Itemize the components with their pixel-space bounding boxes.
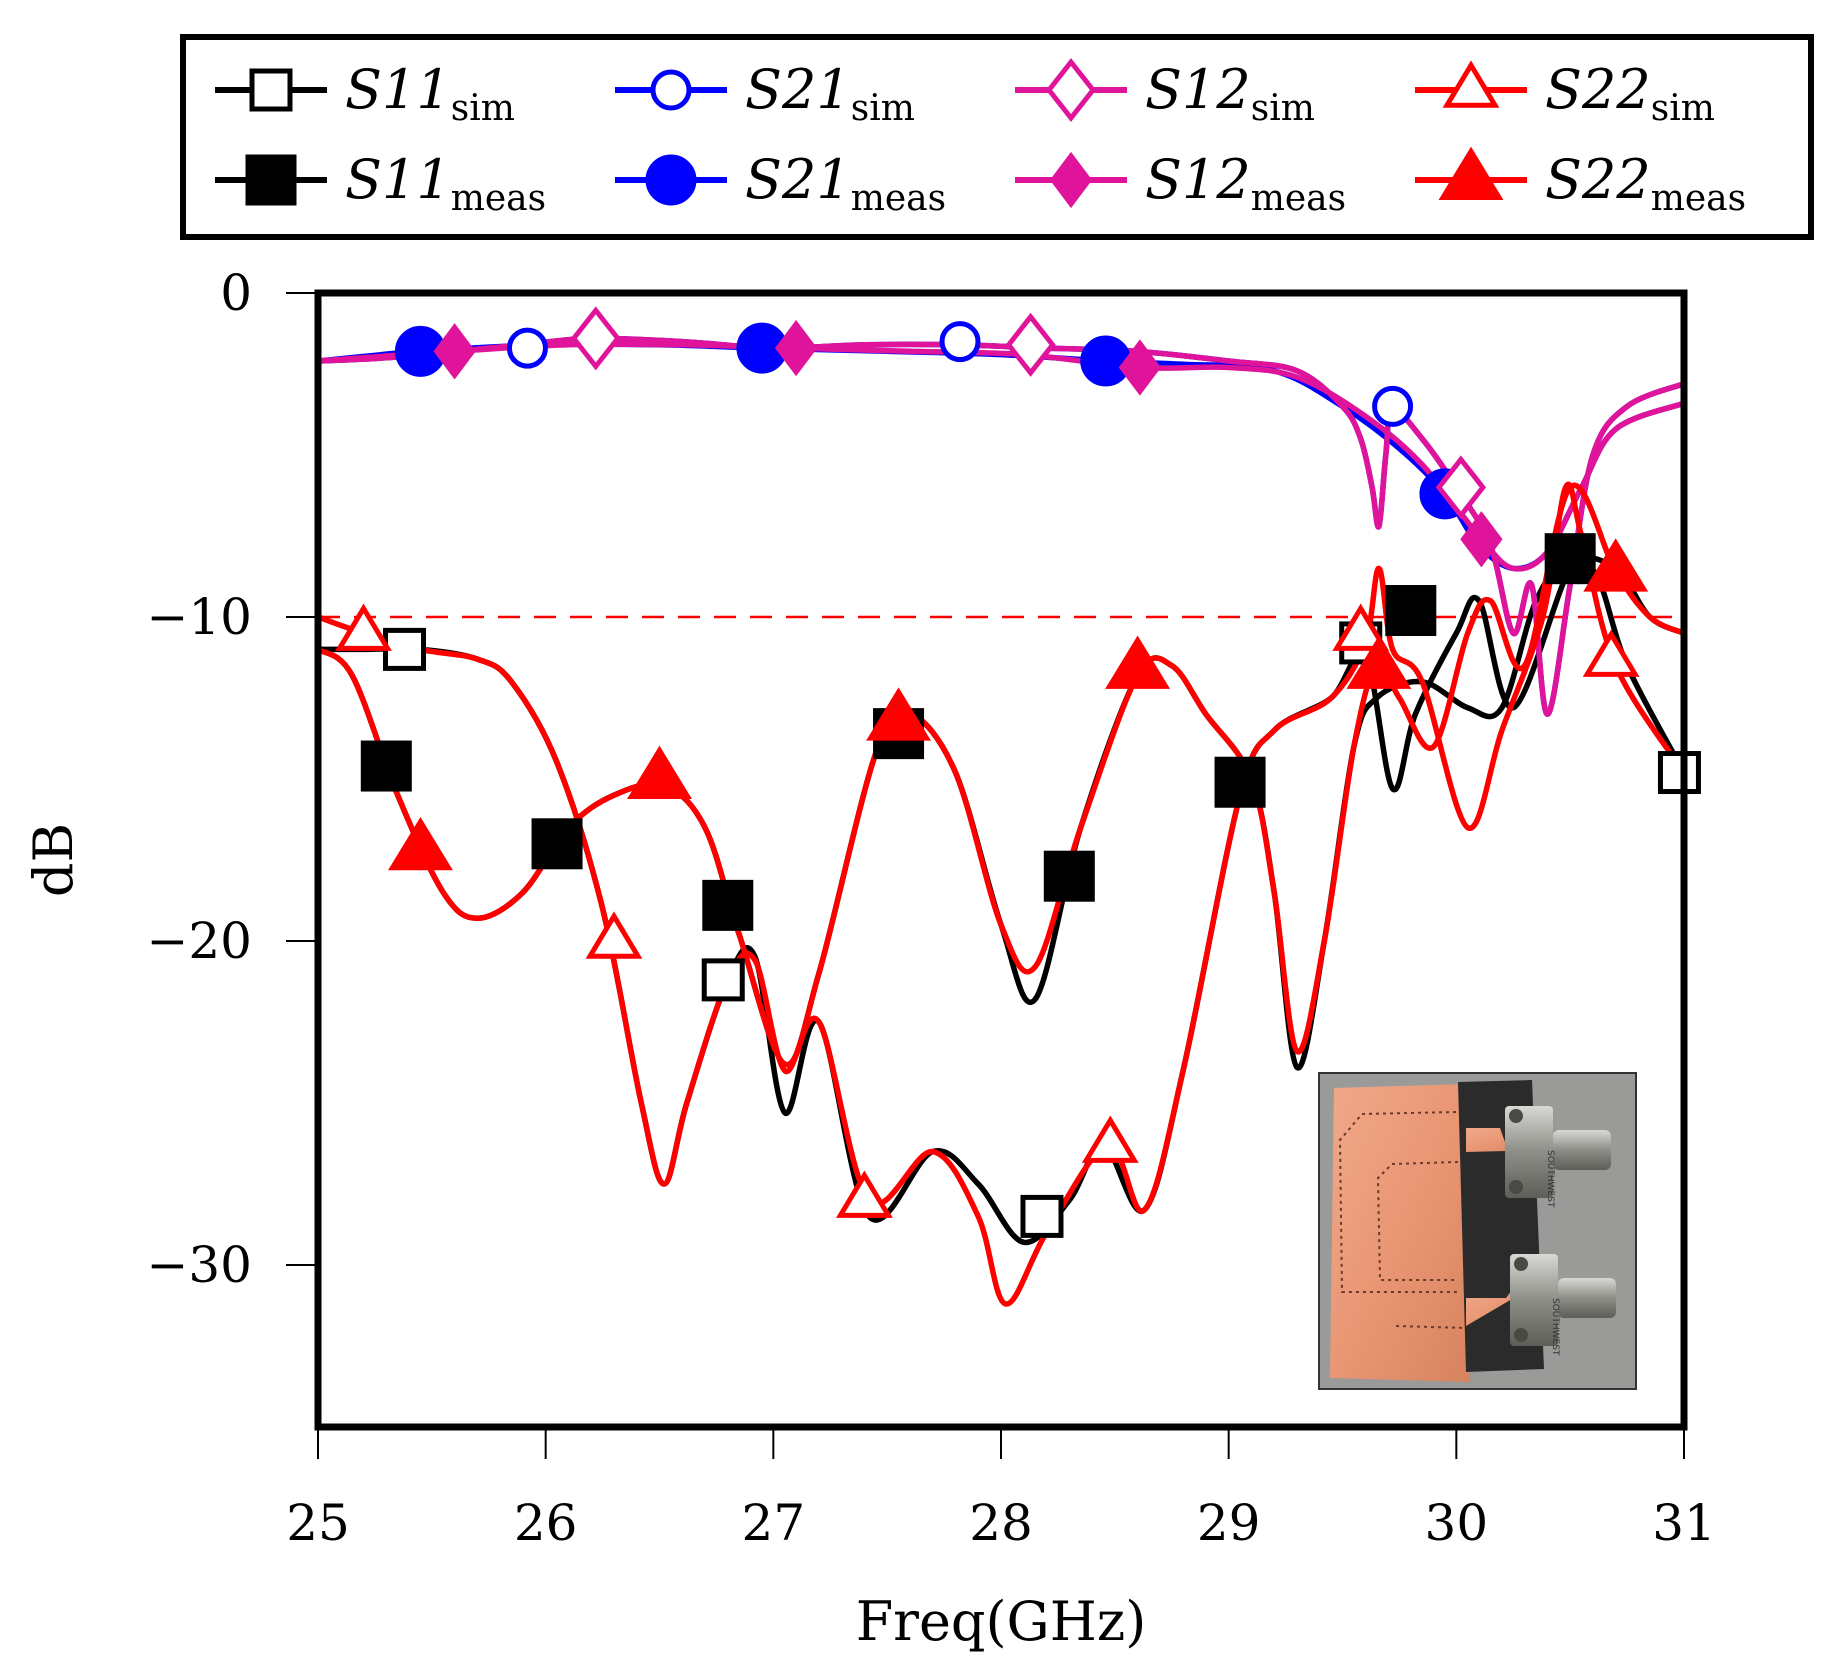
series-s12-sim-marker bbox=[570, 306, 621, 371]
y-axis-title: dB bbox=[22, 823, 85, 897]
series-s22-sim-marker bbox=[585, 911, 643, 959]
series-s22-meas-marker bbox=[1105, 635, 1171, 689]
legend-s22-meas-marker bbox=[1438, 146, 1504, 200]
legend-s22-meas-label: S22meas bbox=[1545, 148, 1746, 219]
series-s12-meas-marker bbox=[1118, 339, 1162, 396]
legend-s21-meas-label: S21meas bbox=[745, 148, 946, 219]
legend-s22-sim-sub: sim bbox=[1651, 88, 1715, 129]
series-s22-meas-marker bbox=[627, 745, 692, 799]
legend-s21-sim-label: S21sim bbox=[745, 58, 915, 129]
y-tick-label: −20 bbox=[146, 912, 252, 970]
series-s12-sim-line bbox=[318, 335, 1684, 717]
connector-bottom-screw-2 bbox=[1514, 1328, 1528, 1342]
series-s22-sim-marker bbox=[835, 1170, 893, 1218]
via-row-bottom bbox=[1395, 1325, 1467, 1329]
series-s11-sim-marker bbox=[701, 958, 745, 1002]
feed-line-bottom bbox=[1466, 1290, 1534, 1326]
connector-bottom-screw-1 bbox=[1514, 1257, 1528, 1271]
series-s11-meas-marker bbox=[1043, 850, 1095, 902]
legend-s22-sim-marker bbox=[1442, 60, 1500, 108]
via-row-inner bbox=[1376, 1161, 1459, 1281]
marker-layer bbox=[335, 306, 1701, 1238]
series-s11-meas-marker bbox=[702, 879, 754, 931]
series-s11-meas-marker bbox=[1214, 756, 1266, 808]
x-tick-label: 26 bbox=[514, 1494, 578, 1552]
legend-s11-meas-marker bbox=[245, 154, 297, 206]
series-s12-meas-marker bbox=[1460, 511, 1503, 568]
via-row-outer bbox=[1338, 1111, 1458, 1293]
series-s12-sim-marker bbox=[1435, 455, 1487, 520]
y-tick-label: −10 bbox=[146, 588, 252, 646]
legend-s21-sim-sub: sim bbox=[851, 88, 915, 129]
series-s22-sim-marker bbox=[1582, 629, 1640, 677]
series-s22-sim-marker bbox=[1332, 603, 1390, 651]
connector-top-body bbox=[1505, 1106, 1553, 1198]
plot-frame bbox=[314, 289, 1688, 1431]
connector-top-screw-2 bbox=[1509, 1180, 1523, 1194]
connector-brand-bottom: SOUTHWEST bbox=[1550, 1298, 1560, 1356]
series-s22-meas-marker bbox=[1583, 538, 1649, 592]
connector-top-barrel bbox=[1553, 1130, 1611, 1170]
series-s12-sim-marker bbox=[1005, 312, 1056, 377]
legend-s11-meas-sub: meas bbox=[451, 178, 546, 219]
series-s22-sim-marker bbox=[335, 603, 392, 651]
legend-s11-sim-label: S11sim bbox=[345, 58, 515, 129]
series-s21-sim-marker bbox=[506, 327, 548, 369]
x-tick-label: 29 bbox=[1197, 1494, 1261, 1552]
series-s11-meas-marker bbox=[1544, 533, 1596, 585]
x-tick-label: 28 bbox=[969, 1494, 1033, 1552]
legend-s21-meas-sub: meas bbox=[851, 178, 946, 219]
legend-s12-sim-sub: sim bbox=[1251, 88, 1315, 129]
series-s22-meas-marker bbox=[388, 816, 453, 871]
pcb-copper bbox=[1330, 1084, 1470, 1382]
legend-s12-meas-marker bbox=[1049, 151, 1093, 209]
series-s22-sim-marker bbox=[1081, 1115, 1139, 1163]
connector-bottom-barrel bbox=[1558, 1278, 1616, 1318]
series-s21-sim-marker bbox=[1372, 385, 1414, 427]
series-s11-sim-marker bbox=[383, 627, 427, 671]
series-s11-meas-marker bbox=[531, 818, 583, 870]
series-s21-meas-marker bbox=[1080, 335, 1132, 387]
series-s12-meas-marker bbox=[433, 323, 476, 380]
series-s11-meas-marker bbox=[360, 740, 412, 792]
series-s12-meas-marker bbox=[774, 319, 818, 377]
legend-s22-meas-sub: meas bbox=[1651, 178, 1746, 219]
connector-brand-top: SOUTHWEST bbox=[1545, 1150, 1555, 1208]
legend-s12-sim-marker bbox=[1045, 57, 1097, 123]
y-tick-label: 0 bbox=[220, 264, 252, 322]
x-tick-label: 25 bbox=[286, 1494, 350, 1552]
series-s11-sim-marker bbox=[1020, 1194, 1064, 1238]
series-s11-meas-marker bbox=[1385, 585, 1437, 637]
x-tick-label: 30 bbox=[1425, 1494, 1489, 1552]
axes: 25 26 27 28 29 30 31 0 −10 −20 −30 bbox=[146, 264, 1715, 1552]
legend-s11-sim-marker bbox=[249, 68, 293, 112]
series-s22-meas-line bbox=[318, 482, 1684, 1068]
series-s22-meas-marker bbox=[866, 687, 931, 741]
connector-top-screw-1 bbox=[1509, 1109, 1523, 1123]
y-tick-label: −30 bbox=[146, 1236, 252, 1294]
series-s22-meas-marker bbox=[1346, 635, 1412, 689]
x-axis-title: Freq(GHz) bbox=[856, 1590, 1147, 1653]
legend-s21-sim-marker bbox=[650, 69, 692, 111]
x-tick-label: 27 bbox=[742, 1494, 806, 1552]
legend-s21-meas-marker bbox=[645, 154, 697, 206]
series-s21-sim-marker bbox=[939, 321, 981, 363]
legend-frame bbox=[180, 34, 1814, 240]
series-s11-sim-marker bbox=[1657, 751, 1701, 795]
connector-bottom-body bbox=[1510, 1254, 1558, 1346]
legend-s12-meas-sub: meas bbox=[1251, 178, 1346, 219]
legend-s11-sim-sub: sim bbox=[451, 88, 515, 129]
x-tick-label: 31 bbox=[1652, 1494, 1716, 1552]
prototype-photo: SOUTHWEST SOUTHWEST bbox=[1318, 1072, 1637, 1390]
